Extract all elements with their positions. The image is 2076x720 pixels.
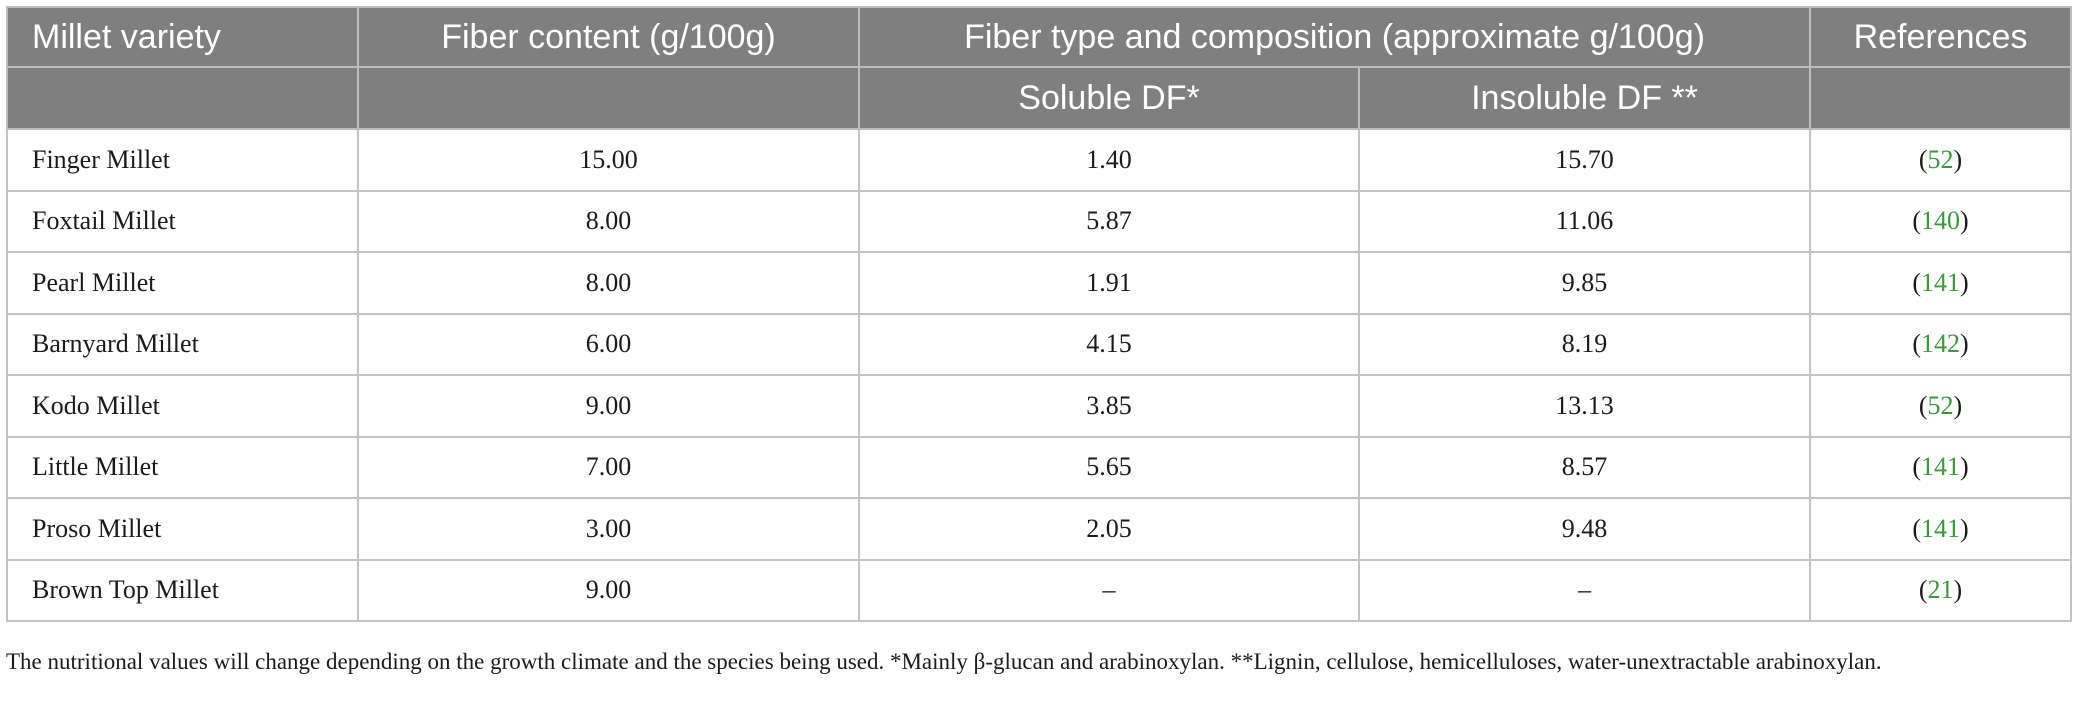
- cell-soluble: 5.87: [858, 189, 1360, 253]
- table-row: Kodo Millet 9.00 3.85 13.13 (52): [6, 374, 2073, 438]
- cell-insoluble: 9.48: [1357, 497, 1812, 561]
- millet-fiber-table-container: Millet variety Fiber content (g/100g) Fi…: [6, 6, 2073, 622]
- table-row: Barnyard Millet 6.00 4.15 8.19 (142): [6, 312, 2073, 376]
- cell-soluble: –: [858, 558, 1360, 622]
- reference-link[interactable]: 142: [1921, 329, 1961, 359]
- cell-variety: Pearl Millet: [6, 251, 359, 315]
- cell-reference: (52): [1809, 128, 2073, 192]
- cell-insoluble: 15.70: [1357, 128, 1812, 192]
- cell-fiber: 8.00: [357, 189, 860, 253]
- cell-variety: Kodo Millet: [6, 374, 359, 438]
- table-header: Millet variety Fiber content (g/100g) Fi…: [6, 6, 2073, 130]
- cell-soluble: 2.05: [858, 497, 1360, 561]
- cell-insoluble: 8.57: [1357, 435, 1812, 499]
- cell-reference: (141): [1809, 435, 2073, 499]
- reference-link[interactable]: 141: [1921, 452, 1961, 482]
- cell-soluble: 3.85: [858, 374, 1360, 438]
- cell-variety: Foxtail Millet: [6, 189, 359, 253]
- cell-reference: (142): [1809, 312, 2073, 376]
- cell-soluble: 1.91: [858, 251, 1360, 315]
- cell-reference: (140): [1809, 189, 2073, 253]
- cell-fiber: 9.00: [357, 374, 860, 438]
- table-row: Pearl Millet 8.00 1.91 9.85 (141): [6, 251, 2073, 315]
- header-empty-variety: [6, 66, 359, 130]
- cell-fiber: 3.00: [357, 497, 860, 561]
- cell-insoluble: 13.13: [1357, 374, 1812, 438]
- header-empty-references: [1809, 66, 2073, 130]
- cell-reference: (141): [1809, 251, 2073, 315]
- header-millet-variety: Millet variety: [6, 6, 359, 68]
- header-soluble-df: Soluble DF*: [858, 66, 1360, 130]
- table-row: Little Millet 7.00 5.65 8.57 (141): [6, 435, 2073, 499]
- cell-soluble: 4.15: [858, 312, 1360, 376]
- cell-reference: (52): [1809, 374, 2073, 438]
- cell-fiber: 8.00: [357, 251, 860, 315]
- cell-reference: (141): [1809, 497, 2073, 561]
- reference-link[interactable]: 52: [1927, 144, 1954, 174]
- reference-link[interactable]: 140: [1921, 206, 1961, 236]
- table-row: Foxtail Millet 8.00 5.87 11.06 (140): [6, 189, 2073, 253]
- header-insoluble-df: Insoluble DF **: [1357, 66, 1812, 130]
- cell-soluble: 5.65: [858, 435, 1360, 499]
- cell-fiber: 15.00: [357, 128, 860, 192]
- reference-link[interactable]: 21: [1927, 575, 1954, 605]
- header-fiber-content: Fiber content (g/100g): [357, 6, 860, 68]
- header-empty-fiber: [357, 66, 860, 130]
- reference-link[interactable]: 52: [1927, 390, 1954, 420]
- table-row: Brown Top Millet 9.00 – – (21): [6, 558, 2073, 622]
- reference-link[interactable]: 141: [1921, 513, 1961, 543]
- cell-insoluble: 9.85: [1357, 251, 1812, 315]
- cell-fiber: 6.00: [357, 312, 860, 376]
- cell-fiber: 7.00: [357, 435, 860, 499]
- cell-soluble: 1.40: [858, 128, 1360, 192]
- header-row-primary: Millet variety Fiber content (g/100g) Fi…: [6, 6, 2073, 68]
- cell-variety: Finger Millet: [6, 128, 359, 192]
- cell-variety: Brown Top Millet: [6, 558, 359, 622]
- cell-variety: Proso Millet: [6, 497, 359, 561]
- table-row: Finger Millet 15.00 1.40 15.70 (52): [6, 128, 2073, 192]
- table-body: Finger Millet 15.00 1.40 15.70 (52) Foxt…: [6, 128, 2073, 622]
- millet-fiber-table: Millet variety Fiber content (g/100g) Fi…: [6, 6, 2073, 622]
- table-footnote: The nutritional values will change depen…: [6, 649, 1882, 674]
- cell-insoluble: –: [1357, 558, 1812, 622]
- header-references: References: [1809, 6, 2073, 68]
- cell-insoluble: 11.06: [1357, 189, 1812, 253]
- cell-insoluble: 8.19: [1357, 312, 1812, 376]
- header-row-secondary: Soluble DF* Insoluble DF **: [6, 66, 2073, 130]
- cell-reference: (21): [1809, 558, 2073, 622]
- table-row: Proso Millet 3.00 2.05 9.48 (141): [6, 497, 2073, 561]
- header-fiber-type: Fiber type and composition (approximate …: [857, 6, 1812, 68]
- cell-fiber: 9.00: [357, 558, 860, 622]
- cell-variety: Barnyard Millet: [6, 312, 359, 376]
- cell-variety: Little Millet: [6, 435, 359, 499]
- reference-link[interactable]: 141: [1921, 267, 1961, 297]
